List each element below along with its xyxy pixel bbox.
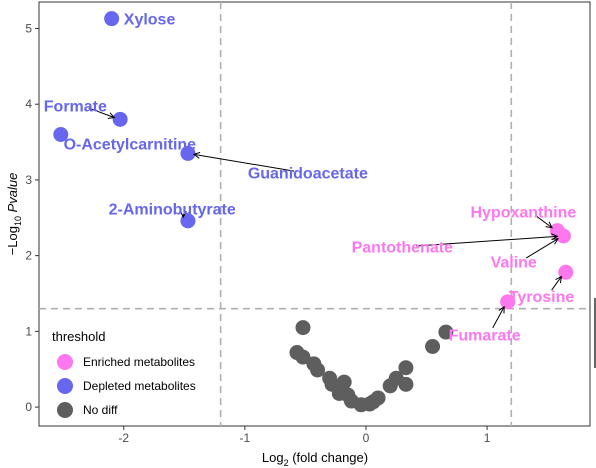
data-point-nodiff (425, 339, 441, 354)
data-point-nodiff (370, 390, 386, 406)
legend-key (57, 354, 73, 370)
x-tick-labels: -2 -1 0 1 (118, 431, 490, 445)
point-label: Fumarate (449, 327, 521, 344)
point-label: O-Acetylcarnitine (64, 137, 197, 154)
y-tick-label: 0 (25, 400, 32, 414)
scroll-indicator (594, 298, 596, 368)
label-arrows (88, 107, 562, 329)
y-tick-label: 1 (25, 324, 32, 338)
data-point-nodiff (310, 362, 326, 378)
point-label: Tyrosine (509, 289, 575, 306)
label-arrow (535, 215, 552, 228)
data-point-enriched (500, 294, 516, 310)
x-tick-label: 1 (484, 431, 491, 445)
point-label: Formate (44, 99, 107, 116)
plot-panel (38, 1, 591, 427)
data-point-enriched (555, 228, 571, 244)
data-point-depleted (53, 127, 69, 142)
data-point-nodiff (398, 360, 414, 376)
threshold-lines (39, 2, 590, 426)
axis-ticks (35, 28, 488, 430)
point-label: Xylose (124, 12, 176, 29)
x-tick-label: -2 (118, 431, 129, 445)
data-point-nodiff (295, 320, 311, 336)
legend-entry-label: Depleted metabolites (83, 379, 196, 393)
label-arrow (525, 239, 558, 259)
label-arrow (492, 307, 504, 329)
data-point-nodiff (295, 349, 311, 365)
legend: threshold Enriched metabolites Depleted m… (52, 329, 196, 418)
y-tick-label: 3 (25, 173, 32, 187)
data-point-depleted (112, 111, 128, 127)
point-label: 2-Aminobutyrate (109, 202, 236, 219)
y-tick-label: 2 (25, 249, 32, 263)
point-label: Valine (491, 255, 537, 272)
point-label: Hypoxanthine (470, 205, 576, 222)
y-tick-labels: 0 1 2 3 4 5 (25, 22, 32, 415)
data-point-nodiff (398, 376, 414, 392)
data-point-depleted (104, 11, 120, 27)
label-arrow (416, 236, 557, 247)
x-axis-title: Log2 (fold change) (262, 450, 368, 468)
point-label: Guanidoacetate (248, 165, 368, 182)
y-axis-title: −Log10 Pvalue (5, 173, 23, 256)
legend-key (57, 402, 73, 418)
y-tick-label: 5 (25, 22, 32, 36)
point-label: Pantothenate (352, 240, 453, 257)
data-point-depleted (180, 145, 196, 161)
x-tick-label: 0 (363, 431, 370, 445)
y-tick-label: 4 (25, 97, 32, 111)
label-arrow (88, 107, 115, 118)
data-point-nodiff (336, 374, 352, 390)
x-tick-label: -1 (240, 431, 251, 445)
legend-key (57, 378, 73, 394)
data-points (53, 11, 574, 413)
legend-title: threshold (52, 329, 105, 344)
label-arrow (194, 154, 295, 172)
point-labels: Xylose Formate O-Acetylcarnitine Guanidoace… (44, 12, 577, 345)
data-point-nodiff (438, 324, 454, 340)
legend-entry-label: Enriched metabolites (83, 355, 195, 369)
label-arrow (551, 276, 562, 291)
legend-entry-label: No diff (83, 403, 118, 417)
